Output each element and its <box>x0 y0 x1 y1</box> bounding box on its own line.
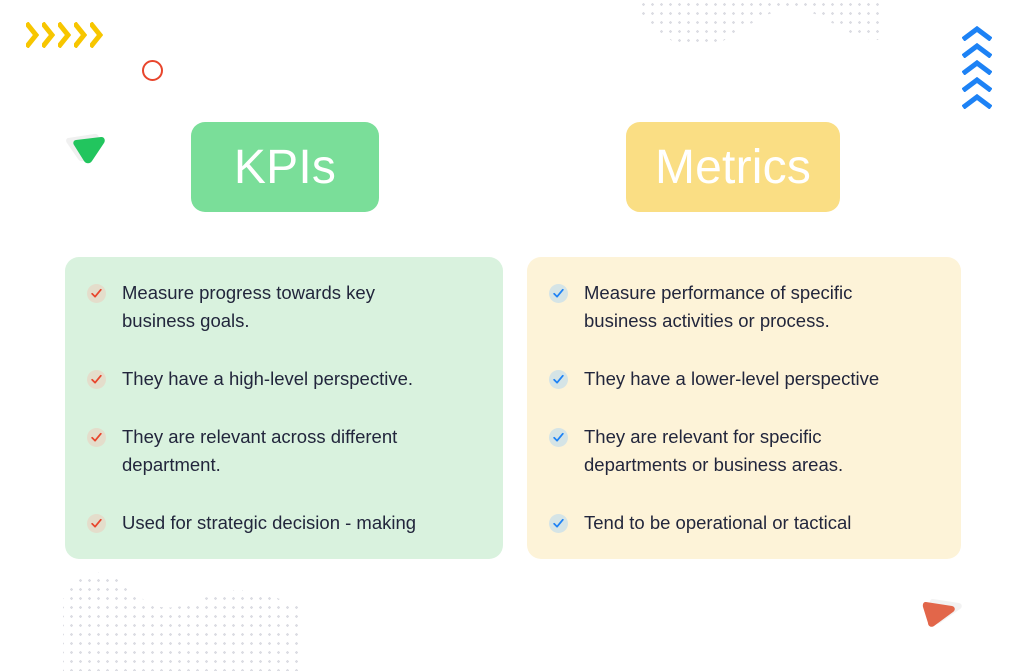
check-circle-icon <box>87 514 106 533</box>
chevron-up-icon <box>962 43 992 58</box>
list-item: Measure performance of specific business… <box>549 279 935 335</box>
list-item: They are relevant for specific departmen… <box>549 423 935 479</box>
list-item: Tend to be operational or tactical <box>549 509 935 537</box>
list-item-text: Tend to be operational or tactical <box>584 512 852 533</box>
green-triangle-icon <box>64 128 106 166</box>
check-circle-icon <box>549 514 568 533</box>
chevron-right-icon <box>90 22 103 48</box>
list-item: Measure progress towards key business go… <box>87 279 477 335</box>
halftone-dot-blob-bottom-icon <box>49 567 301 671</box>
check-circle-icon <box>549 428 568 447</box>
list-item-text: Measure performance of specific business… <box>584 282 853 331</box>
chevron-right-icon <box>74 22 87 48</box>
check-circle-icon <box>549 370 568 389</box>
chevron-right-icon <box>26 22 39 48</box>
chevron-up-icon <box>962 60 992 75</box>
list-item-text: Used for strategic decision - making <box>122 512 417 533</box>
list-item-text: They have a lower-level perspective <box>584 368 880 389</box>
kpis-card: Measure progress towards key business go… <box>65 257 503 559</box>
kpis-header-badge: KPIs <box>191 122 379 212</box>
list-item: They have a high-level perspective. <box>87 365 477 393</box>
check-circle-icon <box>87 284 106 303</box>
chevron-up-icon <box>962 26 992 41</box>
list-item-text: They have a high-level perspective. <box>122 368 414 389</box>
list-item: They are relevant across different depar… <box>87 423 477 479</box>
metrics-card: Measure performance of specific business… <box>527 257 961 559</box>
list-item: They have a lower-level perspective <box>549 365 935 393</box>
red-circle-outline-icon <box>142 60 163 81</box>
blue-chevron-arrows-icon <box>962 26 992 109</box>
orange-triangle-icon <box>920 594 964 634</box>
check-circle-icon <box>549 284 568 303</box>
yellow-chevron-arrows-icon <box>26 22 103 48</box>
chevron-up-icon <box>962 77 992 92</box>
list-item-text: They are relevant for specific departmen… <box>584 426 844 475</box>
chevron-right-icon <box>58 22 71 48</box>
halftone-dot-blob-top-icon <box>639 0 879 46</box>
chevron-right-icon <box>42 22 55 48</box>
check-circle-icon <box>87 370 106 389</box>
list-item-text: Measure progress towards key business go… <box>122 282 375 331</box>
chevron-up-icon <box>962 94 992 109</box>
list-item-text: They are relevant across different depar… <box>122 426 398 475</box>
metrics-header-badge: Metrics <box>626 122 840 212</box>
check-circle-icon <box>87 428 106 447</box>
list-item: Used for strategic decision - making <box>87 509 477 537</box>
